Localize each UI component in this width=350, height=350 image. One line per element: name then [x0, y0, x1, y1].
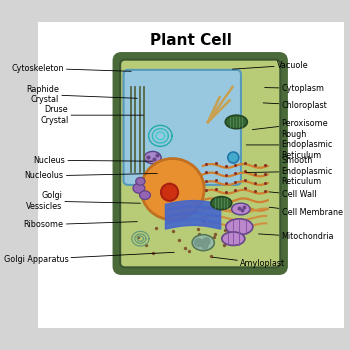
Ellipse shape: [144, 152, 161, 164]
Text: Cytoskeleton: Cytoskeleton: [11, 64, 131, 73]
Text: Chloroplast: Chloroplast: [263, 100, 327, 110]
Ellipse shape: [232, 203, 250, 215]
Ellipse shape: [133, 183, 145, 193]
Text: Cytoplasm: Cytoplasm: [265, 84, 324, 93]
FancyBboxPatch shape: [115, 54, 286, 273]
Circle shape: [202, 243, 208, 249]
Text: Smooth
Endoplasmic
Reticulum: Smooth Endoplasmic Reticulum: [246, 156, 333, 186]
Text: Cell Wall: Cell Wall: [269, 190, 316, 199]
Ellipse shape: [140, 191, 150, 199]
FancyBboxPatch shape: [120, 60, 280, 267]
Text: Golgi
Vessicles: Golgi Vessicles: [26, 191, 140, 211]
FancyBboxPatch shape: [124, 70, 241, 185]
Text: Golgi Apparatus: Golgi Apparatus: [4, 252, 174, 264]
Ellipse shape: [141, 159, 204, 220]
Text: Mitochondria: Mitochondria: [259, 232, 334, 241]
Text: Druse
Crystal: Druse Crystal: [40, 105, 144, 125]
Text: Nucleus: Nucleus: [34, 156, 153, 165]
Ellipse shape: [192, 234, 214, 251]
Text: Rough
Endoplasmic
Reticulum: Rough Endoplasmic Reticulum: [246, 130, 333, 160]
Circle shape: [203, 238, 210, 245]
Text: Raphide
Crystal: Raphide Crystal: [26, 85, 137, 104]
Ellipse shape: [136, 177, 145, 185]
Ellipse shape: [153, 203, 173, 215]
Ellipse shape: [211, 197, 232, 210]
Circle shape: [161, 184, 178, 201]
FancyBboxPatch shape: [28, 12, 350, 338]
Text: Peroxisome: Peroxisome: [252, 119, 328, 130]
Ellipse shape: [225, 115, 247, 129]
Text: Nucleolus: Nucleolus: [25, 172, 157, 180]
Text: Ribosome: Ribosome: [24, 220, 137, 229]
Circle shape: [228, 152, 239, 163]
Circle shape: [195, 239, 203, 247]
Text: Plant Cell: Plant Cell: [150, 33, 232, 48]
Text: Cell Membrane: Cell Membrane: [269, 207, 343, 217]
Text: Vacuole: Vacuole: [232, 61, 309, 70]
Ellipse shape: [222, 232, 245, 245]
Ellipse shape: [226, 219, 253, 235]
Text: Amyloplast: Amyloplast: [212, 257, 285, 268]
